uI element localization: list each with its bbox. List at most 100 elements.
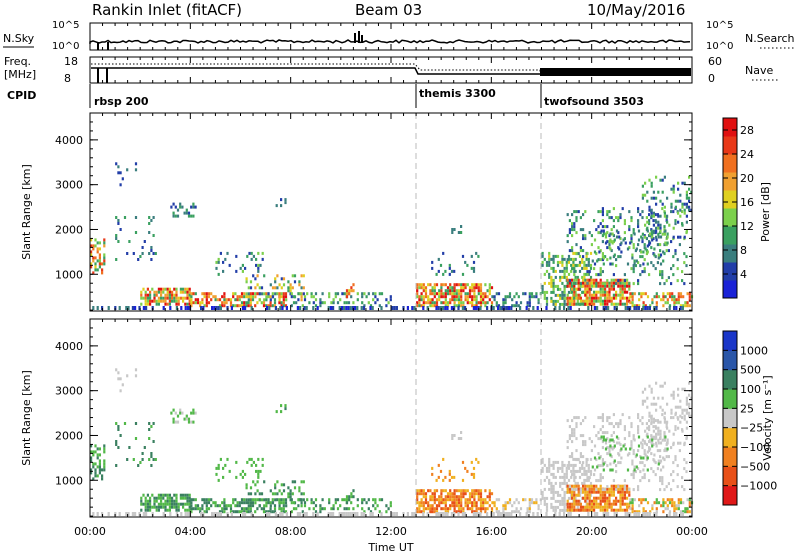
velocity-cell — [633, 498, 636, 502]
power-cell — [559, 296, 562, 300]
power-cell — [573, 299, 576, 303]
power-cell — [641, 193, 644, 197]
power-cell — [179, 287, 182, 291]
power-cell — [142, 296, 145, 300]
velocity-cell — [223, 501, 226, 505]
velocity-cell — [128, 446, 131, 449]
velocity-cell — [468, 498, 472, 502]
power-cell — [590, 296, 593, 300]
power-cell — [475, 298, 478, 302]
velocity-cell — [571, 440, 574, 444]
velocity-cell — [440, 501, 443, 505]
velocity-cell — [280, 498, 283, 502]
velocity-cell — [248, 457, 251, 461]
velocity-cell — [615, 488, 618, 492]
power-cell — [323, 301, 326, 305]
power-cell — [548, 272, 551, 276]
velocity-cell — [164, 505, 167, 509]
velocity-cell — [632, 488, 635, 492]
power-cell — [595, 296, 598, 300]
velocity-cell — [453, 501, 456, 505]
power-cell — [411, 306, 414, 310]
power-colorbar-label: Power [dB] — [759, 182, 772, 242]
power-cell — [517, 295, 520, 299]
velocity-cell — [340, 512, 343, 516]
velocity-cell — [582, 508, 585, 512]
velocity-cell — [657, 426, 660, 430]
power-cell — [648, 213, 651, 217]
power-cell — [207, 292, 211, 296]
power-cell — [668, 292, 672, 296]
power-cell — [593, 306, 596, 310]
velocity-cell — [593, 468, 597, 472]
velocity-cell — [271, 498, 274, 502]
power-cell — [674, 252, 677, 256]
velocity-cell — [179, 408, 182, 412]
power-cell — [141, 252, 144, 255]
power-cell — [681, 205, 684, 209]
velocity-cell — [103, 459, 106, 463]
velocity-cell — [646, 396, 649, 400]
power-cell — [642, 301, 645, 305]
velocity-cell — [652, 425, 655, 429]
velocity-cell — [117, 425, 120, 428]
power-cell — [577, 210, 580, 214]
power-cell — [573, 222, 576, 226]
power-cell — [659, 229, 662, 233]
power-cell — [134, 162, 138, 166]
velocity-cell — [150, 464, 153, 467]
power-cell — [190, 295, 193, 299]
velocity-cell — [582, 496, 585, 500]
velocity-cell — [657, 462, 660, 466]
power-cell — [448, 266, 451, 270]
power-cell — [234, 304, 237, 308]
velocity-cell — [252, 480, 255, 484]
velocity-cell — [162, 512, 165, 516]
velocity-cell — [617, 487, 620, 491]
velocity-cell — [284, 404, 287, 408]
power-cell — [252, 274, 255, 278]
power-cell — [550, 281, 553, 285]
power-cell — [623, 284, 626, 288]
power-cell — [446, 301, 450, 305]
power-cell — [484, 301, 487, 305]
power-cell — [597, 296, 600, 300]
power-cell — [620, 250, 623, 254]
velocity-cell — [449, 489, 452, 493]
velocity-cell — [280, 507, 283, 511]
power-cell — [683, 211, 686, 215]
power-cell — [586, 252, 589, 256]
power-cell — [641, 196, 644, 200]
power-cell — [617, 216, 620, 220]
velocity-cell — [590, 490, 593, 494]
velocity-cell — [153, 505, 156, 509]
power-cell — [668, 306, 671, 310]
velocity-cell — [677, 393, 680, 397]
power-cell — [282, 301, 285, 305]
power-cell — [491, 295, 494, 299]
velocity-cell — [599, 487, 602, 491]
velocity-cell — [150, 425, 153, 428]
velocity-cell — [606, 464, 609, 468]
velocity-cell — [617, 485, 620, 489]
power-cell — [444, 283, 447, 287]
velocity-cell — [146, 499, 149, 503]
velocity-cell — [179, 493, 182, 497]
power-cell — [672, 235, 675, 239]
power-cell — [663, 252, 666, 256]
power-cell — [312, 295, 315, 299]
velocity-cell — [475, 507, 478, 511]
velocity-cell — [435, 504, 439, 508]
power-cell — [570, 257, 573, 261]
velocity-cell — [210, 498, 213, 502]
power-cell — [196, 298, 200, 302]
velocity-cell — [127, 512, 130, 516]
power-cell — [563, 257, 566, 261]
power-cell — [552, 287, 555, 291]
power-cell — [455, 289, 458, 293]
power-cell — [586, 290, 589, 294]
velocity-cell — [666, 504, 669, 508]
velocity-cell — [577, 458, 580, 462]
power-cell — [659, 178, 662, 182]
